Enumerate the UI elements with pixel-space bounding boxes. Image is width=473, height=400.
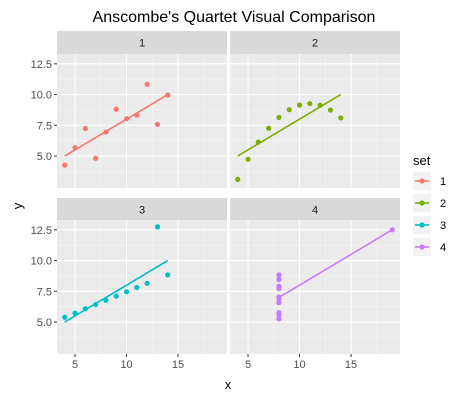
data-point bbox=[154, 224, 161, 230]
y-tick-label: 12.5 bbox=[31, 225, 52, 237]
data-point bbox=[82, 125, 88, 132]
data-point bbox=[266, 125, 272, 131]
data-point bbox=[144, 81, 150, 87]
x-axis: 5 10 15 5 10 15 bbox=[72, 354, 357, 371]
data-point bbox=[113, 106, 119, 112]
panel-background bbox=[57, 220, 227, 354]
facet-strip-label: 3 bbox=[139, 205, 145, 217]
data-point bbox=[338, 115, 344, 121]
data-point bbox=[123, 116, 130, 122]
data-point bbox=[62, 314, 68, 320]
fit-line-3 bbox=[64, 259, 169, 323]
legend-label: 4 bbox=[440, 242, 446, 254]
legend-label: 2 bbox=[440, 198, 446, 210]
legend-item-1: 1 bbox=[413, 172, 446, 190]
data-point bbox=[276, 272, 282, 278]
data-point bbox=[134, 284, 140, 291]
facet-panel-2: 2 bbox=[230, 31, 400, 188]
legend-point bbox=[419, 178, 425, 184]
x-tick-label: 5 bbox=[72, 359, 78, 371]
data-point bbox=[389, 227, 395, 233]
legend-item-2: 2 bbox=[413, 194, 446, 212]
y-axis: 5.0 7.5 10.0 12.5 5.0 7.5 10.0 12.5 bbox=[31, 59, 57, 329]
data-point bbox=[276, 300, 282, 306]
data-point bbox=[276, 114, 282, 121]
data-point bbox=[123, 289, 130, 295]
facet-panel-1: 1 bbox=[57, 31, 227, 188]
data-point bbox=[103, 129, 109, 135]
fit-line-4 bbox=[278, 229, 393, 299]
facet-strip-label: 1 bbox=[139, 38, 145, 50]
data-point bbox=[307, 101, 313, 107]
chart-title: Anscombe's Quartet Visual Comparison bbox=[93, 9, 376, 26]
facet-strip bbox=[57, 198, 227, 221]
data-point bbox=[62, 162, 68, 168]
data-point bbox=[93, 301, 99, 308]
fit-line-2 bbox=[237, 93, 342, 157]
legend-item-4: 4 bbox=[413, 238, 446, 256]
y-tick-label: 5.0 bbox=[37, 317, 52, 329]
data-point bbox=[235, 176, 241, 182]
y-tick-label: 7.5 bbox=[37, 286, 52, 298]
y-tick-label: 5.0 bbox=[37, 151, 52, 163]
y-tick-label: 7.5 bbox=[37, 120, 52, 132]
data-point bbox=[296, 102, 303, 108]
panel-background bbox=[230, 54, 400, 188]
facet-strip bbox=[57, 31, 227, 54]
legend-label: 3 bbox=[440, 220, 446, 232]
data-point bbox=[276, 312, 282, 318]
data-point bbox=[113, 293, 119, 299]
legend: set 1 2 3 4 bbox=[413, 153, 446, 256]
legend-label: 1 bbox=[440, 176, 446, 188]
data-point bbox=[286, 107, 292, 113]
data-point bbox=[82, 306, 88, 312]
data-point bbox=[72, 310, 78, 316]
fit-line-1 bbox=[64, 93, 169, 157]
data-point bbox=[276, 316, 282, 322]
y-axis-title: y bbox=[10, 202, 25, 209]
x-tick-label: 5 bbox=[245, 359, 251, 371]
data-point bbox=[276, 296, 282, 302]
y-tick-label: 12.5 bbox=[31, 59, 52, 71]
data-point bbox=[317, 102, 323, 108]
x-tick-label: 10 bbox=[293, 359, 305, 371]
data-point bbox=[327, 107, 334, 113]
data-point bbox=[245, 156, 251, 162]
x-tick-label: 10 bbox=[120, 359, 132, 371]
facet-strip-label: 4 bbox=[312, 205, 318, 217]
panel-background bbox=[57, 54, 227, 188]
x-tick-label: 15 bbox=[345, 359, 357, 371]
facet-strip bbox=[230, 31, 400, 54]
legend-point bbox=[419, 244, 425, 250]
data-point bbox=[103, 297, 109, 303]
facet-panel-3: 3 bbox=[57, 198, 227, 354]
data-point bbox=[144, 280, 150, 286]
data-point bbox=[93, 155, 99, 161]
data-point bbox=[276, 283, 282, 289]
facet-strip-label: 2 bbox=[312, 38, 318, 50]
data-point bbox=[165, 272, 171, 278]
legend-point bbox=[419, 200, 425, 206]
y-tick-label: 10.0 bbox=[31, 256, 52, 268]
legend-title: set bbox=[413, 153, 431, 168]
data-point bbox=[72, 145, 78, 151]
facet-panel-4: 4 bbox=[230, 198, 400, 354]
legend-point bbox=[419, 222, 425, 228]
x-tick-label: 15 bbox=[172, 359, 184, 371]
x-axis-title: x bbox=[225, 377, 232, 392]
data-point bbox=[134, 112, 140, 118]
facet-strip bbox=[230, 198, 400, 221]
data-point bbox=[165, 92, 171, 98]
legend-item-3: 3 bbox=[413, 216, 446, 234]
data-point bbox=[154, 121, 161, 127]
data-point bbox=[276, 276, 282, 282]
facet-panels: 1 2 3 4 bbox=[57, 31, 400, 354]
data-point bbox=[255, 139, 261, 145]
y-tick-label: 10.0 bbox=[31, 90, 52, 102]
